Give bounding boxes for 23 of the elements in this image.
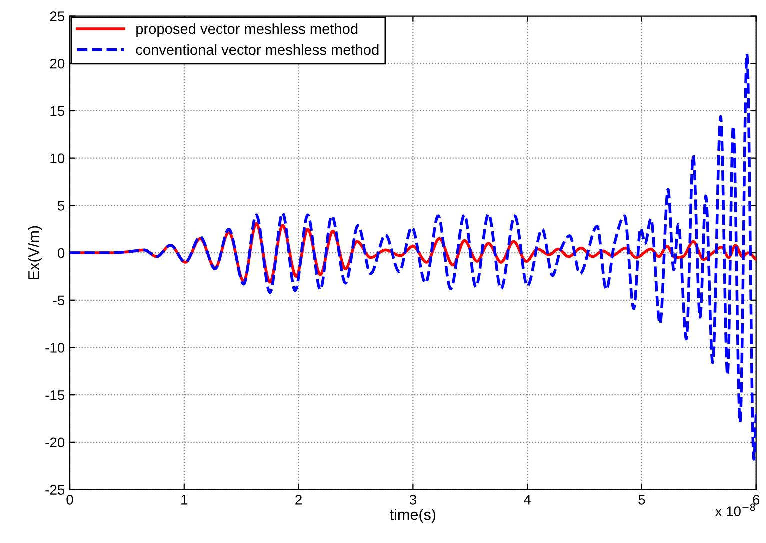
legend-label: proposed vector meshless method [136, 24, 358, 38]
y-tick-label: -10 [46, 343, 65, 353]
y-tick-label: -5 [53, 296, 65, 306]
legend-label: conventional vector meshless method [136, 44, 379, 56]
x-tick-label: 0 [66, 495, 74, 505]
y-tick-label: 20 [50, 58, 65, 69]
x-tick-label: 5 [638, 495, 646, 505]
x-tick-label: 3 [410, 495, 416, 505]
y-tick-label: -20 [46, 438, 65, 448]
x-tick-label: 6 [753, 495, 760, 505]
y-axis-title: Ex(V/m) [28, 226, 42, 280]
y-tick-label: 15 [50, 106, 65, 116]
x-tick-label: 1 [182, 495, 188, 505]
x-axis-title: time(s) [390, 508, 436, 524]
y-tick-label: 10 [50, 154, 65, 164]
y-tick-label: 5 [58, 201, 65, 211]
y-tick-label: -25 [46, 485, 65, 495]
y-tick-label: -15 [46, 390, 65, 400]
y-tick-label: 25 [50, 12, 65, 22]
x-tick-label: 4 [524, 495, 532, 505]
y-tick-label: 0 [58, 248, 65, 258]
text: x 10$^{−8}$ [715, 504, 756, 516]
x-tick-label: 2 [296, 495, 302, 505]
